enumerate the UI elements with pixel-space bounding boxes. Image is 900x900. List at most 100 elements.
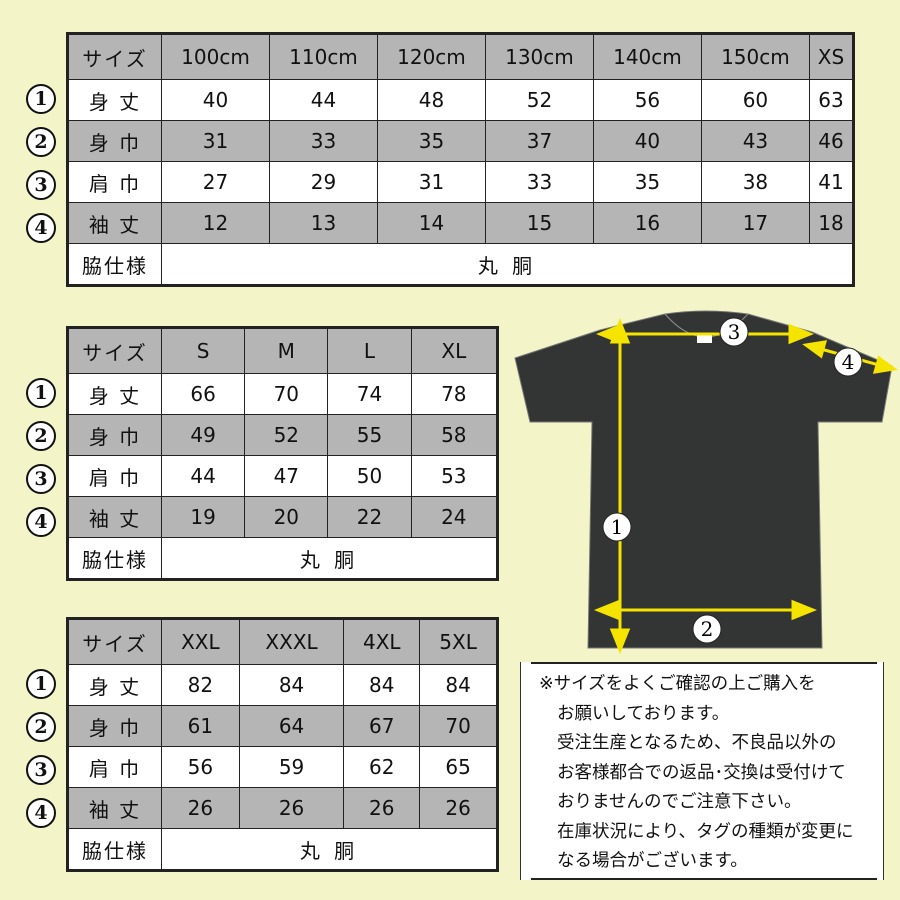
cell: 丸 胴 xyxy=(161,828,498,871)
row-marker: 1 xyxy=(26,669,56,699)
cell: 47 xyxy=(244,455,329,497)
cell: 35 xyxy=(376,120,486,162)
table-row: 身 丈 82 84 84 84 xyxy=(67,664,498,706)
cell: 56 xyxy=(592,79,702,121)
table-row: 身 丈 40 44 48 52 56 60 63 xyxy=(67,79,855,121)
cell: 140cm xyxy=(592,33,702,80)
cell: 33 xyxy=(484,161,594,203)
cell: 70 xyxy=(244,373,329,415)
cell: 65 xyxy=(419,746,498,788)
row-label: 袖 丈 xyxy=(67,787,162,829)
cell: 64 xyxy=(238,705,345,747)
cell: 52 xyxy=(244,414,329,456)
row-label: 身 丈 xyxy=(67,79,162,121)
row-label: 肩 巾 xyxy=(67,161,162,203)
cell: M xyxy=(244,327,329,374)
row-marker: 4 xyxy=(26,798,56,828)
cell: 49 xyxy=(160,414,246,456)
row-label: 肩 巾 xyxy=(67,455,162,497)
cell: 17 xyxy=(700,202,810,244)
marker-1: 1 xyxy=(611,515,624,539)
cell: 55 xyxy=(327,414,412,456)
row-marker: 2 xyxy=(26,712,56,742)
cell: 24 xyxy=(410,496,499,538)
row-label: 身 丈 xyxy=(67,373,162,415)
side-spec-row: 脇仕様丸 胴 xyxy=(67,243,854,286)
row-marker: 4 xyxy=(26,507,56,537)
notice-box: ※サイズをよくご確認の上ご購入を お願いしております。 受注生産となるため、不良… xyxy=(520,662,884,880)
row-marker: 1 xyxy=(26,378,56,408)
cell: 63 xyxy=(808,79,855,121)
cell: 27 xyxy=(161,161,270,203)
cell: 84 xyxy=(419,664,498,706)
notice-line: ※サイズをよくご確認の上ご購入を xyxy=(539,674,816,694)
row-marker: 1 xyxy=(26,84,56,114)
cell: XXL xyxy=(161,618,240,665)
cell: S xyxy=(160,327,246,374)
cell: 50 xyxy=(327,455,412,497)
cell: 31 xyxy=(376,161,486,203)
cell: 40 xyxy=(592,120,702,162)
table-row: 身 丈 66 70 74 78 xyxy=(67,373,499,415)
cell: XXXL xyxy=(238,618,345,665)
notice-line: なる場合がございます。 xyxy=(557,851,748,871)
cell: 22 xyxy=(327,496,412,538)
row-label: サイズ xyxy=(67,33,162,80)
table-row: 袖 丈 26 26 26 26 xyxy=(67,787,498,829)
tag xyxy=(697,334,712,343)
size-table-2: サイズ S M L XL 身 丈 66 70 74 78 身 巾 49 52 55 58 肩 巾 44 47 50 5… xyxy=(66,326,499,581)
header-row: サイズ 100cm 110cm 120cm 130cm 140cm 150cm XS xyxy=(67,33,855,80)
row-label: 肩 巾 xyxy=(67,746,162,788)
cell: 84 xyxy=(238,664,345,706)
row-label: 身 丈 xyxy=(67,664,162,706)
cell: 52 xyxy=(484,79,594,121)
cell: 44 xyxy=(268,79,378,121)
row-label: 袖 丈 xyxy=(67,496,162,538)
cell: 31 xyxy=(161,120,270,162)
cell: 70 xyxy=(419,705,498,747)
cell: 66 xyxy=(160,373,246,415)
cell: 56 xyxy=(161,746,240,788)
cell: 26 xyxy=(419,787,498,829)
cell: 78 xyxy=(410,373,499,415)
cell: 16 xyxy=(592,202,702,244)
table-row: 身 巾 49 52 55 58 xyxy=(67,414,499,456)
cell: 67 xyxy=(343,705,421,747)
row-label: 脇仕様 xyxy=(67,537,162,580)
cell: 18 xyxy=(808,202,855,244)
side-spec-row: 脇仕様丸 胴 xyxy=(67,537,498,580)
notice-line: お願いしております。 xyxy=(557,703,730,724)
cell: XL xyxy=(410,327,499,374)
row-label: 身 巾 xyxy=(67,705,162,747)
marker-2: 2 xyxy=(701,617,714,641)
table-row: 肩 巾 56 59 62 65 xyxy=(67,746,498,788)
cell: 100cm xyxy=(161,33,270,80)
cell: 4XL xyxy=(343,618,421,665)
cell: 120cm xyxy=(376,33,486,80)
marker-4: 4 xyxy=(842,350,855,374)
side-spec-row: 脇仕様丸 胴 xyxy=(67,828,498,871)
cell: 33 xyxy=(268,120,378,162)
row-label: サイズ xyxy=(67,618,162,665)
cell: 35 xyxy=(592,161,702,203)
cell: 59 xyxy=(238,746,345,788)
table-row: 袖 丈 12 13 14 15 16 17 18 xyxy=(67,202,855,244)
size-table-3: サイズ XXL XXXL 4XL 5XL 身 丈 82 84 84 84 身 巾 61 64 67 70 肩 … xyxy=(66,617,499,872)
cell: 29 xyxy=(268,161,378,203)
row-marker: 3 xyxy=(26,464,56,494)
cell: 74 xyxy=(327,373,412,415)
cell: 13 xyxy=(268,202,378,244)
cell: L xyxy=(327,327,412,374)
cell: 19 xyxy=(160,496,246,538)
row-label: 脇仕様 xyxy=(67,828,162,871)
cell: 丸 胴 xyxy=(161,243,854,286)
cell: 44 xyxy=(160,455,246,497)
marker-3: 3 xyxy=(728,320,741,344)
cell: 41 xyxy=(808,161,855,203)
row-label: 身 巾 xyxy=(67,120,162,162)
cell: 14 xyxy=(376,202,486,244)
cell: 84 xyxy=(343,664,421,706)
cell: 62 xyxy=(343,746,421,788)
cell: 48 xyxy=(376,79,486,121)
table-row: 袖 丈 19 20 22 24 xyxy=(67,496,499,538)
